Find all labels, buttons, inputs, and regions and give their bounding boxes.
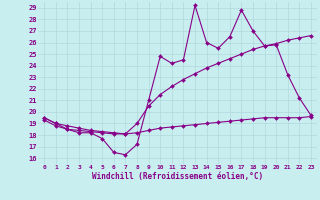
X-axis label: Windchill (Refroidissement éolien,°C): Windchill (Refroidissement éolien,°C) [92, 172, 263, 181]
